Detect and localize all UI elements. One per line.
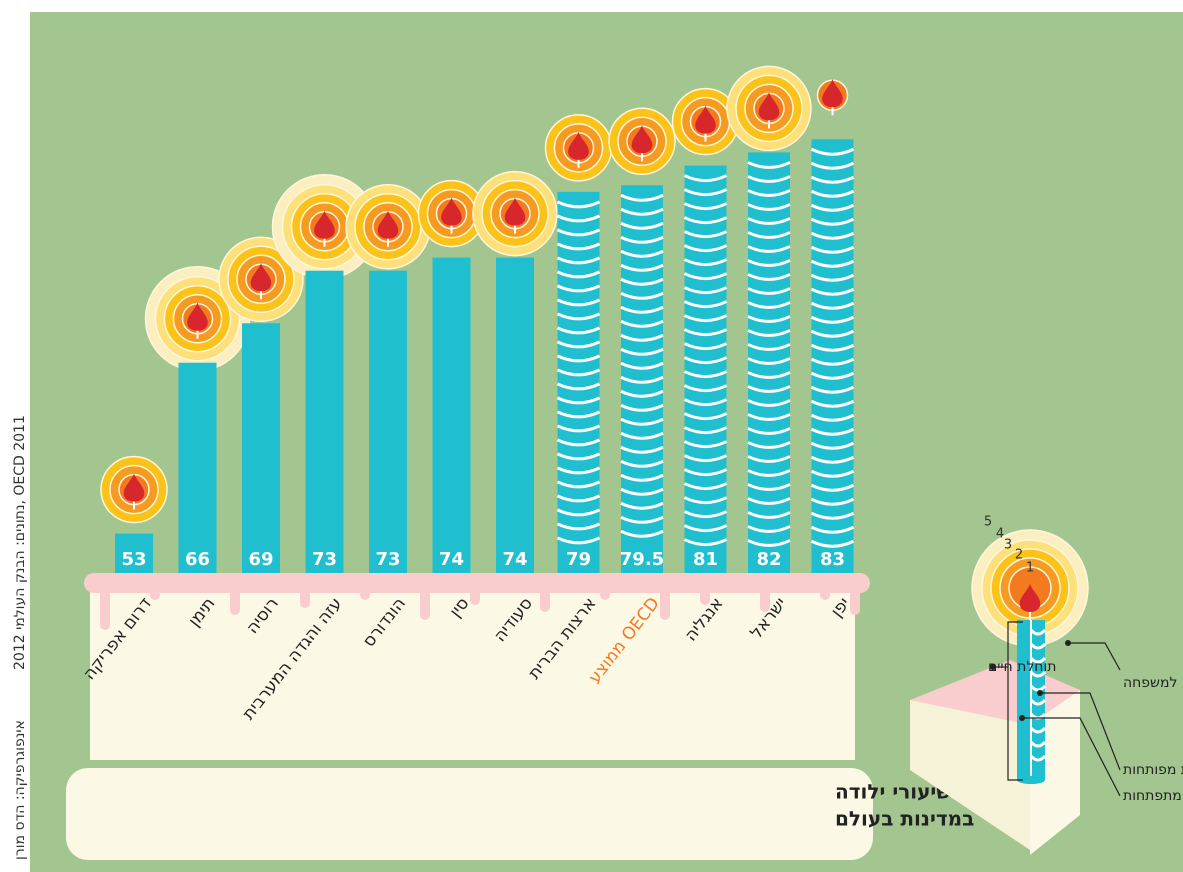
legend-label: ממוצע ילדים למשפחה — [1123, 675, 1183, 691]
value-label: 73 — [312, 549, 337, 570]
chart-subtitle: במדינות בעולם — [835, 807, 974, 831]
credit: אינפוגרפיקה: הדס מורן — [12, 720, 28, 860]
bar — [812, 139, 854, 573]
legend-ring-number: 2 — [1015, 548, 1023, 563]
source: נתונים: הבנק העולמי 2012, OECD 2011 — [12, 415, 28, 670]
bar — [242, 323, 280, 573]
legend-label: תוחלת חיים — [988, 659, 1056, 675]
value-label: 82 — [756, 549, 781, 570]
legend-label: מדינות מתפתחות — [1123, 788, 1183, 804]
value-label: 81 — [693, 549, 718, 570]
legend-ring-number: 4 — [996, 527, 1004, 542]
title-box — [66, 768, 873, 860]
bar — [496, 258, 534, 573]
value-label: 74 — [439, 549, 464, 570]
value-label: 66 — [185, 549, 210, 570]
legend-ring-number: 1 — [1026, 561, 1034, 576]
value-label: 53 — [121, 549, 146, 570]
bar — [369, 271, 407, 573]
bar — [685, 166, 727, 573]
bar — [306, 271, 344, 573]
drip — [660, 580, 670, 620]
drip — [600, 580, 610, 600]
bar — [179, 363, 217, 573]
bar — [433, 258, 471, 573]
legend-dot — [1019, 715, 1025, 721]
drip — [150, 580, 160, 600]
infographic: אינפוגרפיקה: הדס מורן נתונים: הבנק העולמ… — [0, 0, 1183, 872]
drip — [100, 580, 110, 630]
legend-label: מדינות מפותחות — [1123, 762, 1183, 778]
legend-candle-split — [1030, 620, 1032, 780]
drip — [820, 580, 830, 600]
legend-ring-number: 3 — [1004, 538, 1012, 553]
value-label: 73 — [375, 549, 400, 570]
legend-dot — [1065, 640, 1071, 646]
drip — [420, 580, 430, 620]
value-label: 69 — [248, 549, 273, 570]
legend-dot — [1037, 690, 1043, 696]
drip — [470, 580, 480, 605]
drip — [300, 580, 310, 608]
legend-ring-number: 5 — [984, 515, 992, 530]
value-label: 83 — [820, 549, 845, 570]
drip — [230, 580, 240, 615]
value-label: 79.5 — [620, 549, 664, 570]
drip — [360, 580, 370, 600]
value-label: 79 — [566, 549, 591, 570]
drip — [540, 580, 550, 612]
value-label: 74 — [502, 549, 527, 570]
